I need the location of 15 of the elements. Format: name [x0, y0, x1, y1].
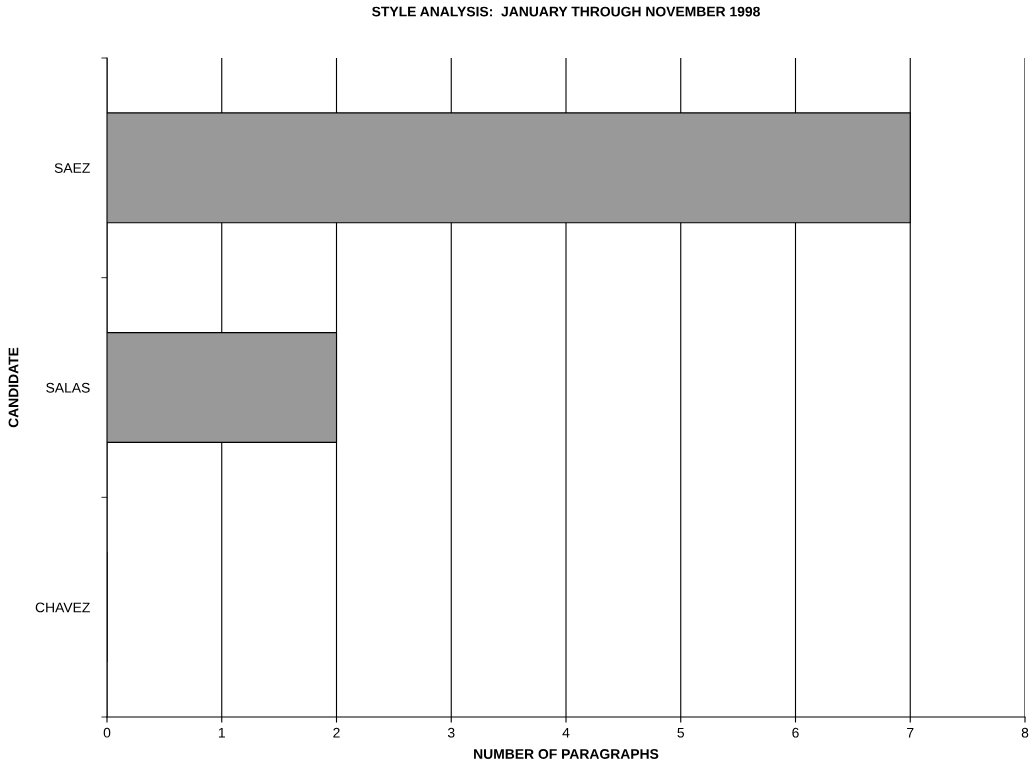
x-tick-label: 0 [103, 727, 111, 738]
x-tick-label: 3 [447, 727, 455, 738]
chart-title: STYLE ANALYSIS: JANUARY THROUGH NOVEMBER 1998 [372, 6, 760, 17]
y-tick-label: CHAVEZ [35, 602, 90, 613]
x-tick-label: 6 [792, 727, 799, 738]
y-axis-title: CANDIDATE [8, 347, 19, 428]
y-tick-label: SAEZ [54, 163, 90, 173]
x-tick-label: 1 [218, 727, 225, 738]
y-tick-label: SALAS [46, 382, 90, 393]
x-tick-label: 7 [907, 727, 914, 738]
x-tick-label: 5 [677, 727, 685, 738]
x-axis-title: NUMBER OF PARAGRAPHS [474, 749, 659, 759]
x-tick-label: 2 [333, 727, 340, 738]
x-tick-label: 4 [562, 727, 570, 738]
x-tick-label: 8 [1021, 727, 1029, 738]
